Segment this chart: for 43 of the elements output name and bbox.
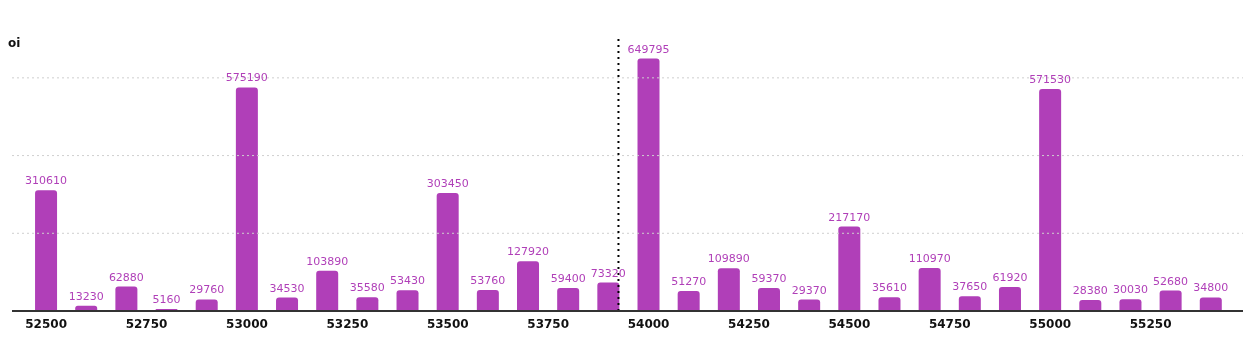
- data-label: 59370: [751, 271, 787, 285]
- data-label: 28380: [1072, 283, 1108, 297]
- data-label: 649795: [627, 42, 670, 56]
- data-label: 575190: [225, 71, 268, 85]
- y-axis-title: oi: [8, 36, 21, 50]
- data-label: 109890: [707, 252, 750, 266]
- data-label: 217170: [828, 210, 871, 224]
- data-label: 110970: [908, 251, 951, 265]
- data-label: 29760: [189, 283, 225, 297]
- x-tick-label: 54750: [928, 316, 971, 331]
- x-tick-label: 54250: [728, 316, 770, 331]
- data-label: 34800: [1193, 281, 1229, 295]
- x-tick-label: 52750: [125, 316, 168, 331]
- x-tick-label: 53500: [426, 316, 469, 331]
- x-tick-label: 53750: [527, 316, 570, 331]
- data-label: 5160: [152, 292, 181, 306]
- data-label: 53430: [390, 274, 426, 288]
- data-label: 73320: [590, 266, 626, 280]
- data-label: 571530: [1029, 72, 1072, 86]
- data-label: 127920: [507, 245, 550, 259]
- data-label: 30030: [1112, 283, 1148, 297]
- data-label: 37650: [952, 280, 988, 294]
- data-label: 59400: [550, 271, 586, 285]
- data-label: 61920: [992, 270, 1028, 284]
- x-tick-label: 53000: [226, 316, 268, 331]
- data-label: 35610: [871, 281, 907, 295]
- data-label: 34530: [269, 281, 305, 295]
- data-label: 53760: [470, 274, 506, 288]
- x-tick-label: 54000: [627, 316, 670, 331]
- data-label: 51270: [671, 275, 707, 289]
- x-tick-label: 55000: [1029, 316, 1072, 331]
- data-label: 35580: [349, 281, 385, 295]
- x-tick-label: 54500: [828, 316, 871, 331]
- x-tick-label: 55250: [1129, 316, 1172, 331]
- x-tick-label: 52500: [25, 316, 68, 331]
- data-label: 29370: [791, 283, 827, 297]
- data-label: 310610: [25, 174, 68, 188]
- data-label: 13230: [68, 289, 104, 303]
- data-label: 62880: [108, 270, 144, 284]
- x-tick-label: 53250: [326, 316, 369, 331]
- data-label: 52680: [1153, 274, 1189, 288]
- data-label: 303450: [426, 177, 469, 191]
- data-label: 103890: [306, 254, 349, 268]
